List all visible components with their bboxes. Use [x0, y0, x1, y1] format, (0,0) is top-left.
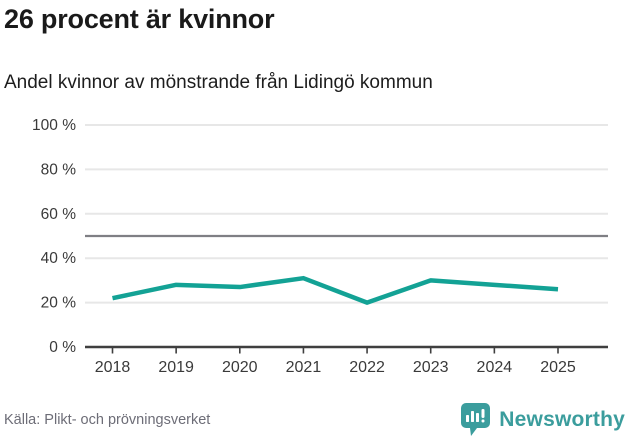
x-tick-label: 2020: [222, 359, 258, 376]
x-tick-label: 2018: [95, 359, 131, 376]
chart-subtitle: Andel kvinnor av mönstrande från Lidingö…: [4, 72, 433, 93]
x-tick-label: 2025: [540, 359, 576, 376]
source-note: Källa: Plikt- och prövningsverket: [4, 412, 211, 428]
bar-chart-speech-bubble-icon: [461, 403, 491, 436]
x-tick-label: 2024: [477, 359, 513, 376]
y-tick-label: 20 %: [41, 295, 77, 312]
y-tick-label: 60 %: [41, 206, 77, 223]
data-line: [112, 275, 559, 305]
y-tick-label: 100 %: [32, 117, 76, 134]
newsworthy-logo: Newsworthy: [459, 402, 625, 437]
x-tick-label: 2019: [158, 359, 194, 376]
x-tick-label: 2022: [349, 359, 385, 376]
x-tick-label: 2021: [286, 359, 322, 376]
brand-name: Newsworthy: [499, 407, 625, 431]
y-tick-label: 80 %: [41, 161, 77, 178]
chart-title: 26 procent är kvinnor: [4, 4, 275, 34]
y-tick-label: 0 %: [49, 339, 76, 356]
x-tick-label: 2023: [413, 359, 449, 376]
y-tick-label: 40 %: [41, 250, 77, 267]
